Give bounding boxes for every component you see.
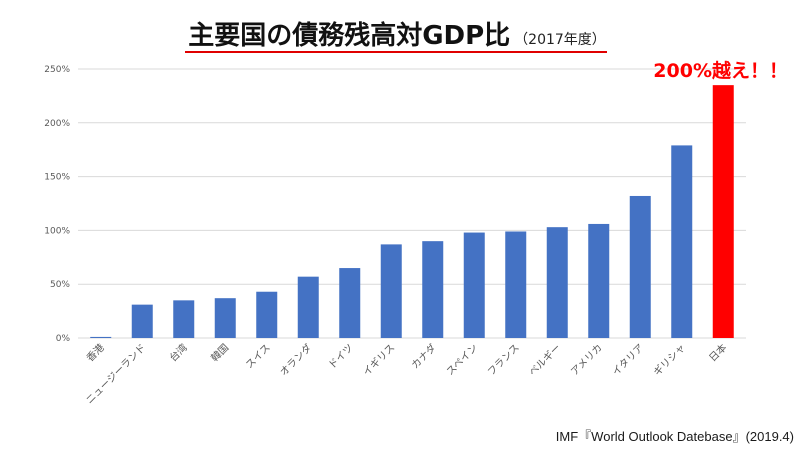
- chart-bar-3: [214, 298, 236, 338]
- y-tick-label-0: 0%: [56, 334, 71, 344]
- chart-bar-15: [712, 85, 734, 338]
- x-tick-label-10: フランス: [485, 342, 522, 379]
- chart-bar-5: [297, 276, 319, 338]
- chart-title: 主要国の債務残高対GDP比: [188, 21, 511, 51]
- chart-subtitle: （2017年度）: [514, 32, 606, 48]
- chart-bar-13: [629, 195, 651, 338]
- x-tick-label-12: アメリカ: [568, 342, 604, 378]
- y-axis-tick-labels: 0% 50% 100% 150% 200% 250%: [44, 65, 70, 344]
- chart-bar-8: [422, 241, 444, 338]
- x-tick-label-7: イギリス: [361, 342, 398, 379]
- y-tick-label-3: 150%: [44, 173, 70, 183]
- y-tick-label-4: 200%: [44, 119, 70, 129]
- chart-title-block: 主要国の債務残高対GDP比 （2017年度）: [185, 15, 609, 53]
- x-tick-label-13: イタリア: [610, 342, 646, 378]
- x-tick-label-9: スペイン: [445, 342, 481, 378]
- chart-bar-11: [546, 227, 568, 338]
- x-tick-label-2: 台湾: [167, 341, 190, 364]
- x-tick-label-6: ドイツ: [327, 342, 356, 371]
- x-axis-tick-labels: 香港ニュージーランド 台湾 韓国 スイス オランダ ドイツ イギリス カナダ スペイン フランスベ…: [83, 341, 729, 407]
- chart-annotation: 200%越え！！: [653, 60, 788, 82]
- chart-bar-12: [588, 223, 610, 338]
- x-tick-label-8: カナダ: [408, 341, 438, 371]
- x-tick-label-4: スイス: [244, 342, 273, 371]
- source-note: IMF『World Outlook Datebase』(2019.4): [555, 429, 794, 444]
- x-tick-label-14: ギリシャ: [651, 342, 688, 379]
- y-tick-label-1: 50%: [50, 280, 70, 290]
- chart-bar-4: [256, 291, 278, 338]
- chart-bar-7: [380, 244, 402, 338]
- bars: [90, 85, 734, 338]
- chart-bar-10: [505, 231, 527, 338]
- y-tick-label-5: 250%: [44, 65, 70, 75]
- x-tick-label-3: 韓国: [209, 342, 232, 365]
- chart-bar-14: [671, 145, 693, 338]
- y-tick-label-2: 100%: [44, 226, 70, 236]
- x-tick-label-0: 香港: [84, 342, 107, 365]
- x-tick-label-5: オランダ: [277, 341, 314, 378]
- chart-bar-9: [463, 232, 485, 338]
- title-underline: [185, 51, 607, 53]
- chart-bar-2: [173, 300, 195, 338]
- x-tick-label-11: ベルギー: [527, 342, 564, 379]
- chart-bar-0: [90, 336, 112, 338]
- chart-bar-1: [131, 304, 153, 338]
- x-tick-label-15: 日本: [706, 341, 729, 364]
- chart-bar-6: [339, 268, 361, 338]
